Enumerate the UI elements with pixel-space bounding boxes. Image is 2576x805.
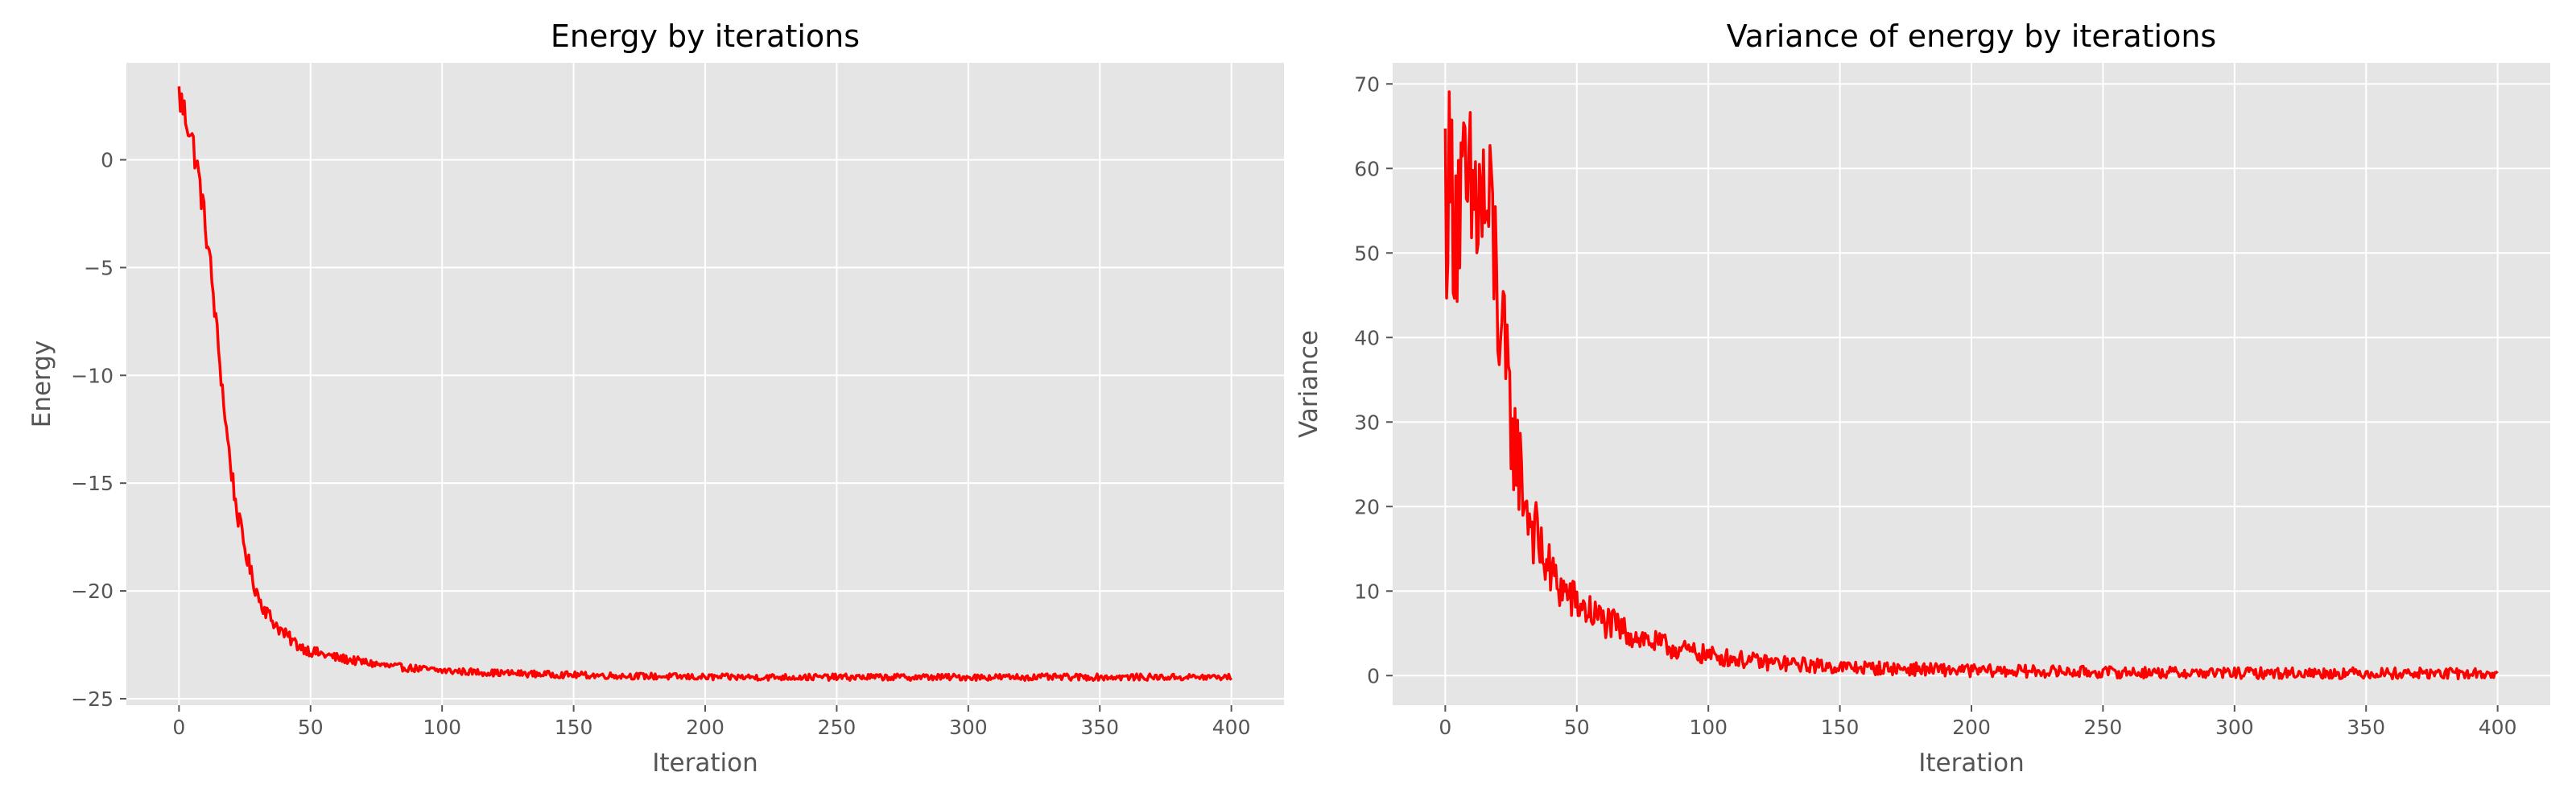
y-tick-label: −5 xyxy=(84,256,114,279)
y-tick-label: −20 xyxy=(71,580,114,603)
x-tick-label: 100 xyxy=(423,716,461,739)
x-tick-label: 400 xyxy=(2479,716,2517,739)
y-axis-label: Variance xyxy=(1294,330,1323,438)
x-tick-label: 350 xyxy=(1080,716,1119,739)
y-tick-label: 0 xyxy=(1367,664,1380,687)
x-axis-label: Iteration xyxy=(652,749,758,778)
x-tick-label: 50 xyxy=(298,716,324,739)
x-tick-label: 400 xyxy=(1212,716,1251,739)
y-tick-label: −25 xyxy=(71,687,114,711)
x-tick-label: 250 xyxy=(2084,716,2123,739)
y-tick-label: 0 xyxy=(101,149,114,172)
series-line xyxy=(177,86,1233,682)
y-tick-label: 60 xyxy=(1354,157,1380,180)
variance-chart: 0 50 100 150 200 250 300 350 400 0 10 20 30 40 50 60 70 V… xyxy=(1294,19,2550,778)
y-axis-label: Energy xyxy=(27,341,56,428)
y-tick-label: 10 xyxy=(1354,580,1380,603)
y-tick-label: 50 xyxy=(1354,242,1380,265)
x-tick-label: 100 xyxy=(1689,716,1728,739)
y-tick-label: −10 xyxy=(71,364,114,387)
x-axis-label: Iteration xyxy=(1918,749,2025,778)
x-tick-label: 200 xyxy=(1952,716,1991,739)
x-tick-label: 300 xyxy=(2215,716,2254,739)
y-tick-label: −15 xyxy=(71,472,114,495)
y-tick-label: 30 xyxy=(1354,411,1380,434)
x-tick-label: 50 xyxy=(1564,716,1590,739)
x-tick-label: 300 xyxy=(949,716,988,739)
y-tick-label: 70 xyxy=(1354,72,1380,96)
x-tick-label: 250 xyxy=(818,716,857,739)
x-tick-label: 0 xyxy=(172,716,185,739)
y-tick-label: 40 xyxy=(1354,326,1380,349)
energy-chart: 0 50 100 150 200 250 300 350 400 0 −5 −10 −15 −20 −25 E… xyxy=(27,19,1284,778)
x-tick-label: 350 xyxy=(2347,716,2385,739)
x-tick-label: 0 xyxy=(1439,716,1451,739)
x-tick-label: 150 xyxy=(1821,716,1860,739)
y-tick-label: 20 xyxy=(1354,495,1380,518)
series-line xyxy=(1443,90,2499,681)
chart-title: Energy by iterations xyxy=(551,19,860,54)
x-tick-label: 200 xyxy=(686,716,724,739)
x-tick-label: 150 xyxy=(555,716,593,739)
chart-title: Variance of energy by iterations xyxy=(1727,19,2216,54)
